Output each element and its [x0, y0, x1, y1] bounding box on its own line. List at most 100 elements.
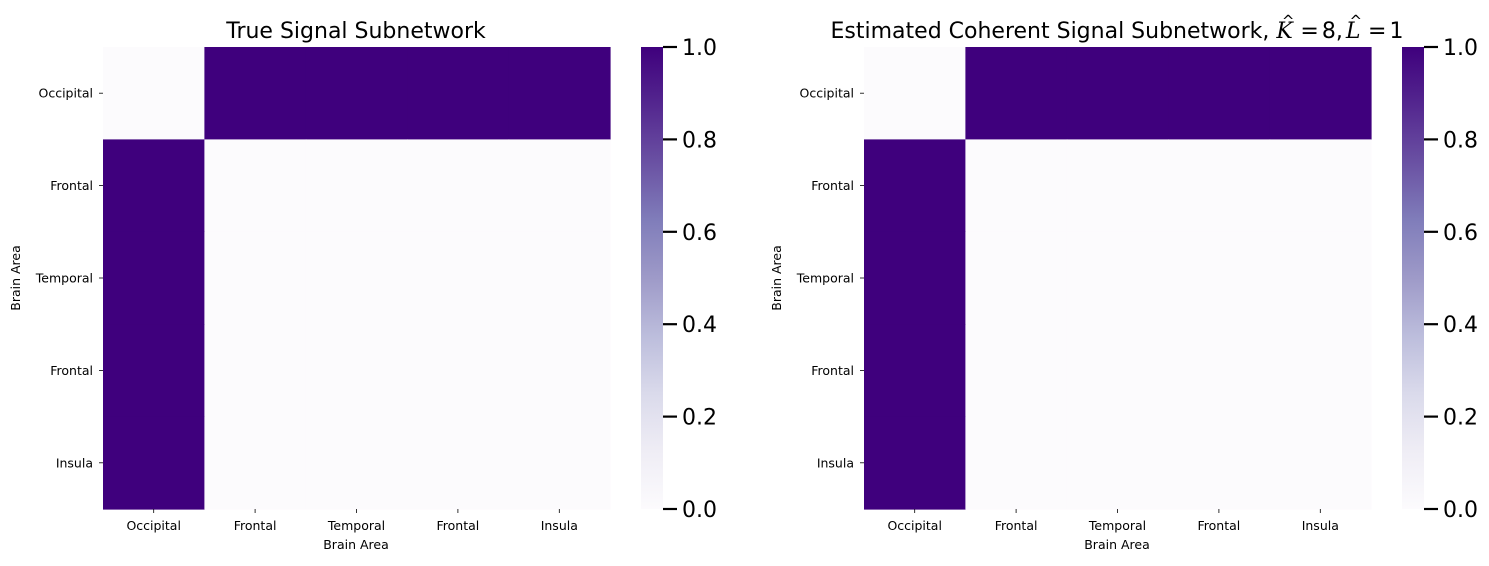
panel-1-y-tick-label: Temporal [35, 271, 93, 286]
panel-1-x-tick-label: Insula [541, 518, 578, 533]
panel-2-x-tick-label: Insula [1302, 518, 1339, 533]
heatmap-cell [1168, 139, 1271, 233]
heatmap-panel-1: True Signal Subnetwork Occipital Frontal… [8, 19, 717, 552]
heatmap-cell [1066, 139, 1169, 233]
heatmap-cell [103, 47, 205, 140]
panel-2-x-axis-label: Brain Area [1084, 537, 1150, 552]
panel-1-x-tick-label: Frontal [437, 518, 480, 533]
heatmap-cell [103, 139, 205, 233]
panel-1-colorbar-tick-label: 0.4 [682, 313, 717, 338]
panel-2-cells [864, 47, 1372, 510]
heatmap-cell [407, 139, 510, 233]
heatmap-cell [204, 416, 307, 510]
heatmap-cell [407, 231, 510, 325]
panel-1-colorbar-gradient [641, 47, 663, 509]
heatmap-panel-2: Estimated Coherent Signal Subnetwork, K^… [769, 12, 1478, 552]
heatmap-cell [305, 416, 408, 510]
panel-2-title-eq-1: = [1300, 19, 1318, 44]
panel-2-y-tick-label: Temporal [796, 271, 854, 286]
heatmap-cell [864, 231, 966, 325]
heatmap-cell [1269, 324, 1372, 418]
panel-1-colorbar-tick-label: 0.8 [682, 128, 717, 153]
heatmap-cell [864, 416, 966, 510]
panel-1-y-tick-label: Occipital [39, 86, 94, 101]
heatmap-cell [305, 139, 408, 233]
heatmap-cell [1168, 231, 1271, 325]
heatmap-cell [407, 47, 510, 140]
panel-1-colorbar-tick-label: 0.6 [682, 221, 717, 246]
heatmap-cell [965, 231, 1068, 325]
heatmap-cell [864, 47, 966, 140]
heatmap-cell [1269, 416, 1372, 510]
panel-2-x-ticks: Occipital Frontal Temporal Frontal Insul… [887, 509, 1339, 533]
heatmap-cell [103, 416, 205, 510]
heatmap-cell [965, 47, 1068, 140]
panel-1-colorbar-tick-label: 0.2 [682, 406, 717, 431]
heatmap-cell [508, 231, 611, 325]
heatmap-cell [1269, 47, 1372, 140]
panel-2-title-l-hat: ^ [1349, 12, 1362, 30]
heatmap-cell [1066, 324, 1169, 418]
heatmap-cell [508, 324, 611, 418]
heatmap-cell [103, 231, 205, 325]
panel-2-y-tick-label: Insula [817, 455, 854, 470]
panel-1-colorbar-tick-label: 0.0 [682, 498, 717, 523]
heatmap-cell [864, 139, 966, 233]
panel-1-y-tick-label: Frontal [50, 363, 93, 378]
panel-1-title: True Signal Subnetwork [225, 19, 486, 44]
panel-2-x-tick-label: Temporal [1088, 518, 1146, 533]
panel-2-colorbar-tick-label: 0.0 [1443, 498, 1478, 523]
heatmap-cell [204, 139, 307, 233]
panel-2-colorbar-gradient [1402, 47, 1424, 509]
panel-2-y-tick-label: Frontal [811, 363, 854, 378]
heatmap-cell [1168, 324, 1271, 418]
heatmap-cell [1066, 416, 1169, 510]
panel-2-colorbar-tick-label: 0.6 [1443, 221, 1478, 246]
heatmap-cell [204, 231, 307, 325]
panel-2-title: Estimated Coherent Signal Subnetwork, K^… [831, 12, 1404, 44]
panel-1-colorbar-tick-label: 1.0 [682, 36, 717, 61]
panel-2-y-tick-label: Occipital [800, 86, 855, 101]
heatmap-cell [508, 47, 611, 140]
panel-2-title-k-value: 8 [1322, 19, 1336, 44]
heatmap-cell [508, 139, 611, 233]
heatmap-cell [864, 324, 966, 418]
heatmap-cell [103, 324, 205, 418]
heatmap-cell [1168, 47, 1271, 140]
panel-1-cells [103, 47, 611, 510]
panel-1-y-axis-label: Brain Area [8, 245, 23, 311]
panel-2-title-k-symbol: K [1275, 19, 1294, 44]
heatmap-cell [204, 47, 307, 140]
panel-2-colorbar-tick-label: 1.0 [1443, 36, 1478, 61]
heatmap-cell [305, 324, 408, 418]
heatmap-cell [508, 416, 611, 510]
heatmap-cell [1168, 416, 1271, 510]
heatmap-cell [1269, 139, 1372, 233]
heatmap-cell [204, 324, 307, 418]
panel-2-title-k-hat: ^ [1282, 12, 1295, 30]
panel-2-colorbar: 0.0 0.2 0.4 0.6 0.8 1.0 [1402, 36, 1478, 523]
panel-2-x-tick-label: Frontal [1198, 518, 1241, 533]
heatmap-cell [1269, 231, 1372, 325]
panel-2-colorbar-tick-label: 0.8 [1443, 128, 1478, 153]
panel-2-title-text: Estimated Coherent Signal Subnetwork, [831, 19, 1277, 44]
panel-2-colorbar-tick-label: 0.4 [1443, 313, 1478, 338]
panel-2-title-l-value: 1 [1389, 19, 1403, 44]
panel-1-x-tick-label: Occipital [126, 518, 181, 533]
panel-2-title-l-symbol: L [1345, 19, 1361, 44]
panel-2-title-eq-2: = [1368, 19, 1386, 44]
heatmap-cell [305, 47, 408, 140]
panel-2-y-tick-label: Frontal [811, 178, 854, 193]
panel-1-y-tick-label: Frontal [50, 178, 93, 193]
heatmap-cell [965, 416, 1068, 510]
panel-1-y-ticks: Occipital Frontal Temporal Frontal Insul… [35, 86, 103, 470]
panel-2-title-comma: , [1336, 19, 1343, 44]
panel-2-x-tick-label: Occipital [887, 518, 942, 533]
heatmap-cell [305, 231, 408, 325]
heatmap-cell [965, 139, 1068, 233]
heatmap-cell [1066, 47, 1169, 140]
panel-2-x-tick-label: Frontal [995, 518, 1038, 533]
panel-1-x-tick-label: Frontal [234, 518, 277, 533]
panel-2-y-axis-label: Brain Area [769, 245, 784, 311]
